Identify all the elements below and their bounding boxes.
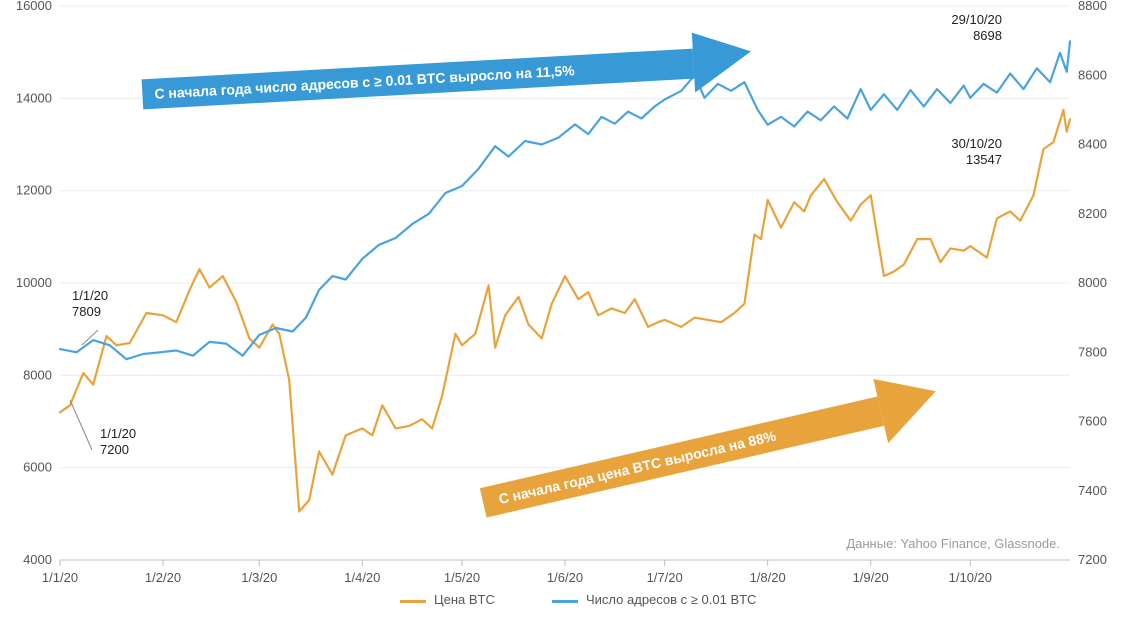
legend-swatch-addresses <box>552 600 578 603</box>
y-right-tick-label: 8000 <box>1078 275 1107 290</box>
chart-card: 4000 6000 8000 10000 12000 14000 16000 7200 7400… <box>0 0 1128 626</box>
x-tick-label: 1/7/20 <box>647 570 683 585</box>
y-right-tick-label: 7400 <box>1078 483 1107 498</box>
legend-swatch-price <box>400 600 426 603</box>
y-right-tick-label: 8200 <box>1078 206 1107 221</box>
y-left-tick-label: 6000 <box>23 460 52 475</box>
annotation-addr-end: 8698 <box>973 28 1002 43</box>
x-tick-label: 1/1/20 <box>42 570 78 585</box>
annotation-addr-start: 1/1/20 <box>72 288 108 303</box>
x-tick-label: 1/4/20 <box>344 570 380 585</box>
y-left-tick-label: 14000 <box>16 90 52 105</box>
x-tick-label: 1/6/20 <box>547 570 583 585</box>
y-right-tick-label: 7200 <box>1078 552 1107 567</box>
y-right-tick-label: 8400 <box>1078 137 1107 152</box>
dual-axis-line-chart: 4000 6000 8000 10000 12000 14000 16000 7200 7400… <box>0 0 1128 626</box>
x-tick-label: 1/5/20 <box>444 570 480 585</box>
x-tick-label: 1/10/20 <box>949 570 992 585</box>
legend-label-addresses: Число адресов с ≥ 0.01 BTC <box>586 592 756 607</box>
data-source-label: Данные: Yahoo Finance, Glassnode. <box>846 536 1060 551</box>
y-left-tick-label: 10000 <box>16 275 52 290</box>
y-left-tick-label: 4000 <box>23 552 52 567</box>
y-left-tick-label: 16000 <box>16 0 52 13</box>
y-right-tick-label: 7800 <box>1078 344 1107 359</box>
y-right-tick-label: 7600 <box>1078 414 1107 429</box>
x-tick-label: 1/9/20 <box>853 570 889 585</box>
annotation-price-start: 7200 <box>100 442 129 457</box>
y-left-tick-label: 12000 <box>16 183 52 198</box>
x-tick-label: 1/3/20 <box>241 570 277 585</box>
annotation-price-end: 13547 <box>966 152 1002 167</box>
legend-label-price: Цена BTC <box>434 592 495 607</box>
x-tick-label: 1/2/20 <box>145 570 181 585</box>
annotation-price-start: 1/1/20 <box>100 426 136 441</box>
annotation-addr-start: 7809 <box>72 304 101 319</box>
x-tick-label: 1/8/20 <box>750 570 786 585</box>
annotation-addr-end: 29/10/20 <box>951 12 1002 27</box>
y-right-tick-label: 8800 <box>1078 0 1107 13</box>
annotation-price-end: 30/10/20 <box>951 136 1002 151</box>
y-right-tick-label: 8600 <box>1078 67 1107 82</box>
y-left-tick-label: 8000 <box>23 367 52 382</box>
